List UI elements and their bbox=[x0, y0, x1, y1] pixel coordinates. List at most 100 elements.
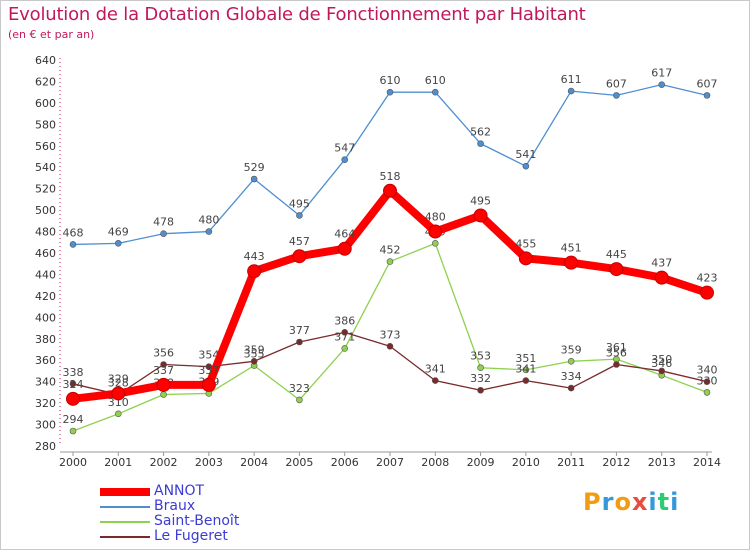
x-tick-label: 2003 bbox=[195, 456, 223, 469]
y-tick-label: 460 bbox=[35, 247, 56, 260]
data-point bbox=[703, 92, 711, 99]
proxiti-logo: Proxiti bbox=[583, 488, 679, 516]
y-tick-label: 320 bbox=[35, 397, 56, 410]
data-label: 329 bbox=[108, 372, 129, 385]
data-label: 359 bbox=[561, 343, 582, 356]
data-point bbox=[658, 367, 666, 375]
data-label: 610 bbox=[425, 74, 446, 87]
legend-swatch-le-fugeret bbox=[100, 536, 150, 538]
y-tick-label: 420 bbox=[35, 290, 56, 303]
data-point bbox=[296, 212, 303, 219]
data-point bbox=[703, 389, 711, 396]
data-point bbox=[658, 81, 666, 88]
y-tick-label: 300 bbox=[35, 419, 56, 432]
x-tick-label: 2001 bbox=[104, 456, 132, 469]
y-tick-label: 580 bbox=[35, 118, 56, 131]
data-point bbox=[477, 364, 484, 372]
y-tick-label: 400 bbox=[35, 311, 56, 324]
legend-swatch-saint-benoit bbox=[100, 521, 150, 523]
data-label: 451 bbox=[561, 242, 582, 255]
data-point bbox=[114, 240, 122, 247]
data-label: 617 bbox=[651, 67, 672, 80]
data-point bbox=[111, 386, 126, 401]
data-point bbox=[477, 386, 484, 394]
logo-letter: r bbox=[601, 488, 615, 516]
logo-letter: i bbox=[670, 488, 680, 516]
y-tick-label: 540 bbox=[35, 161, 56, 174]
data-point bbox=[66, 391, 80, 406]
y-tick-label: 560 bbox=[35, 140, 56, 153]
y-tick-label: 620 bbox=[35, 75, 56, 88]
data-label: 334 bbox=[561, 370, 582, 383]
data-label: 480 bbox=[425, 211, 446, 224]
data-label: 541 bbox=[515, 148, 536, 161]
data-label: 341 bbox=[425, 363, 446, 376]
data-label: 332 bbox=[470, 372, 491, 385]
data-point bbox=[567, 384, 575, 392]
legend-label-saint-benoit: Saint-Benoît bbox=[154, 513, 240, 529]
data-label: 452 bbox=[380, 244, 401, 257]
y-tick-label: 500 bbox=[35, 204, 56, 217]
data-point bbox=[383, 183, 397, 198]
data-label: 350 bbox=[651, 353, 672, 366]
data-point bbox=[337, 241, 352, 256]
x-tick-label: 2006 bbox=[331, 456, 359, 469]
data-point bbox=[160, 361, 167, 368]
y-tick-label: 440 bbox=[35, 268, 56, 281]
data-point bbox=[114, 410, 122, 418]
data-label: 480 bbox=[198, 214, 219, 227]
data-label: 294 bbox=[63, 413, 84, 426]
x-tick-label: 2002 bbox=[150, 456, 178, 469]
data-label: 457 bbox=[289, 235, 310, 248]
x-tick-label: 2012 bbox=[602, 456, 630, 469]
x-tick-label: 2007 bbox=[376, 456, 404, 469]
y-tick-label: 280 bbox=[35, 440, 56, 453]
data-point bbox=[69, 241, 77, 248]
data-point bbox=[431, 377, 439, 384]
data-point bbox=[250, 175, 258, 183]
data-label: 445 bbox=[606, 248, 627, 261]
data-label: 437 bbox=[651, 257, 672, 270]
y-tick-label: 640 bbox=[35, 54, 56, 67]
data-label: 495 bbox=[289, 197, 310, 210]
data-label: 464 bbox=[334, 228, 355, 241]
data-label: 354 bbox=[198, 349, 219, 362]
y-tick-label: 480 bbox=[35, 226, 56, 239]
data-label: 610 bbox=[380, 74, 401, 87]
data-point bbox=[386, 258, 394, 265]
data-point bbox=[296, 338, 303, 346]
data-label: 455 bbox=[515, 237, 536, 250]
data-label: 346 bbox=[651, 357, 672, 370]
data-point bbox=[386, 342, 394, 350]
data-point bbox=[431, 88, 439, 96]
data-point bbox=[609, 262, 624, 277]
data-point bbox=[567, 87, 575, 95]
x-tick-label: 2010 bbox=[512, 456, 540, 469]
data-point bbox=[522, 366, 530, 374]
data-point bbox=[518, 251, 533, 266]
data-point bbox=[156, 377, 171, 392]
legend-label-braux: Braux bbox=[154, 498, 196, 514]
data-label: 611 bbox=[561, 73, 582, 86]
y-tick-label: 600 bbox=[35, 97, 56, 110]
data-point bbox=[473, 208, 488, 223]
data-label: 351 bbox=[515, 352, 536, 365]
data-label: 337 bbox=[198, 364, 219, 377]
y-tick-label: 340 bbox=[35, 376, 56, 389]
data-label: 356 bbox=[153, 347, 174, 360]
logo-letter: t bbox=[657, 488, 671, 516]
logo-letter: x bbox=[631, 488, 649, 516]
logo-letter: P bbox=[583, 488, 602, 516]
data-point bbox=[613, 361, 620, 368]
data-label: 340 bbox=[697, 364, 718, 377]
data-label: 356 bbox=[606, 347, 627, 360]
data-point bbox=[700, 285, 714, 300]
logo-letter: o bbox=[614, 488, 632, 516]
data-point bbox=[564, 255, 579, 270]
data-point bbox=[428, 224, 443, 239]
data-point bbox=[567, 357, 575, 365]
data-label: 518 bbox=[380, 170, 401, 183]
data-label: 324 bbox=[63, 378, 84, 391]
